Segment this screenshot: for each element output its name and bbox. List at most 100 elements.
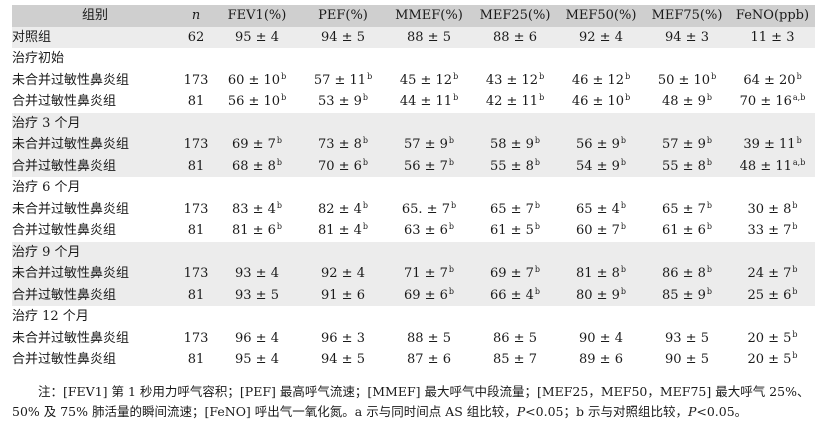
table-footnote: 注：[FEV1] 第 1 秒用力呼气容积；[PEF] 最高呼气流速；[MMEF]… — [12, 382, 815, 422]
table-cell: 69 ± 6b — [386, 285, 472, 307]
significance-mark: b — [534, 200, 541, 210]
empty-cell — [178, 113, 214, 135]
cell-value: 91 ± 6 — [321, 287, 365, 303]
cell-n: 81 — [187, 158, 205, 174]
table-cell: 50 ± 10b — [644, 70, 730, 92]
cell-value: 88 ± 5 — [407, 29, 451, 45]
row-label: 合并过敏性鼻炎组 — [12, 94, 117, 109]
table-row: 未合并过敏性鼻炎组 173 60 ± 10b 57 ± 11b 45 ± 12b 43 ±… — [12, 69, 815, 92]
significance-mark: b — [453, 93, 459, 102]
table-cell: 30 ± 8b — [730, 199, 815, 221]
table-cell: 20 ± 5b — [730, 349, 815, 371]
significance-mark: b — [362, 157, 369, 167]
results-table: 组别 n FEV1(%) PEF(%) MMEF(%) MEF25(%) MEF… — [12, 5, 815, 371]
empty-cell — [386, 177, 472, 199]
table-cell: 88 ± 5 — [386, 27, 472, 49]
table-cell: 55 ± 8b — [644, 156, 730, 178]
cell-value: 70 ± 16 — [739, 94, 792, 109]
significance-mark: b — [276, 200, 283, 210]
significance-mark: b — [706, 136, 713, 145]
cell-value: 46 ± 10 — [571, 94, 625, 109]
empty-cell — [644, 177, 730, 199]
cell-value: 69 ± 7 — [231, 137, 276, 152]
significance-mark: b — [539, 71, 545, 81]
table-cell: 46 ± 12b — [558, 70, 644, 92]
significance-mark: b — [534, 265, 541, 274]
significance-mark: b — [534, 286, 541, 296]
cell-value: 88 ± 6 — [493, 29, 537, 45]
row-label: 对照组 — [12, 29, 52, 45]
significance-mark: b — [792, 200, 798, 210]
empty-cell — [386, 242, 472, 264]
row-label: 治疗 3 个月 — [12, 115, 81, 131]
cell-value: 24 ± 7 — [747, 266, 792, 281]
significance-mark: b — [620, 136, 627, 145]
cell-value: 73 ± 8 — [317, 137, 362, 152]
cell-n: 173 — [183, 72, 209, 88]
empty-cell — [214, 113, 300, 135]
table-cell: 92 ± 4 — [300, 263, 386, 285]
empty-cell — [644, 306, 730, 328]
significance-mark: b — [792, 265, 798, 274]
significance-mark: b — [792, 329, 798, 339]
row-label: 治疗 9 个月 — [12, 244, 81, 260]
cell-value: 86 ± 5 — [493, 330, 537, 346]
cell-value: 53 ± 9 — [317, 94, 362, 109]
table-cell: 81 ± 6b — [214, 220, 300, 242]
table-cell: 57 ± 11b — [300, 70, 386, 92]
cell-value: 95 ± 4 — [235, 352, 279, 367]
cell-value: 80 ± 9 — [575, 287, 620, 303]
table-row: 合并过敏性鼻炎组 81 93 ± 5 91 ± 6 69 ± 6b 66 ± 4b 80 ±… — [12, 284, 815, 307]
table-cell: 65 ± 7b — [472, 199, 558, 221]
table-cell: 65 ± 4b — [558, 199, 644, 221]
empty-cell — [558, 306, 644, 328]
cell-value: 93 ± 5 — [235, 287, 279, 303]
cell-value: 55 ± 8 — [489, 158, 534, 174]
cell-n: 173 — [183, 330, 209, 346]
cell-n: 173 — [183, 266, 209, 281]
cell-n: 81 — [187, 352, 205, 367]
table-cell: 88 ± 5 — [386, 328, 472, 350]
significance-mark: b — [706, 93, 713, 102]
significance-mark: b — [448, 265, 455, 274]
cell-value: 94 ± 5 — [321, 352, 365, 367]
cell-value: 92 ± 4 — [321, 266, 365, 281]
significance-mark: a,b — [792, 93, 806, 102]
cell-n: 62 — [187, 29, 205, 45]
empty-cell — [214, 48, 300, 70]
empty-cell — [178, 306, 214, 328]
empty-cell — [386, 113, 472, 135]
cell-value: 65 ± 7 — [489, 201, 534, 217]
cell-value: 42 ± 11 — [485, 94, 539, 109]
table-cell: 96 ± 4 — [214, 328, 300, 350]
empty-cell — [178, 242, 214, 264]
table-cell: 92 ± 4 — [558, 27, 644, 49]
footnote-text-2: <0.05；b 示与对照组比较， — [525, 404, 688, 419]
table-row: 未合并过敏性鼻炎组 173 96 ± 4 96 ± 3 88 ± 5 86 ± 5 90 ±… — [12, 327, 815, 350]
empty-cell — [300, 306, 386, 328]
header-mef25: MEF25(%) — [479, 8, 551, 23]
empty-cell — [644, 48, 730, 70]
footnote-text-1: 注：[FEV1] 第 1 秒用力呼气容积；[PEF] 最高呼气流速；[MMEF]… — [12, 384, 810, 419]
section-row: 治疗 9 个月 — [12, 241, 815, 264]
table-cell: 83 ± 4b — [214, 199, 300, 221]
cell-value: 86 ± 8 — [661, 266, 706, 281]
section-row: 治疗初始 — [12, 48, 815, 70]
cell-value: 54 ± 9 — [575, 158, 620, 174]
significance-mark: b — [792, 351, 798, 360]
header-pef: PEF(%) — [318, 8, 368, 23]
cell-value: 81 ± 6 — [231, 223, 276, 238]
header-mef50: MEF50(%) — [565, 8, 637, 23]
table-cell: 68 ± 8b — [214, 156, 300, 178]
table-row: 合并过敏性鼻炎组 81 56 ± 10b 53 ± 9b 44 ± 11b 42 ± 11… — [12, 91, 815, 113]
table-cell: 57 ± 9b — [386, 134, 472, 156]
cell-value: 81 ± 4 — [317, 223, 362, 238]
significance-mark: b — [534, 157, 541, 167]
table-cell: 57 ± 9b — [644, 134, 730, 156]
significance-mark: b — [796, 71, 802, 81]
footnote-p-1: P — [516, 404, 526, 419]
table-cell: 48 ± 11a,b — [730, 156, 815, 178]
significance-mark: b — [706, 157, 713, 167]
empty-cell — [644, 242, 730, 264]
